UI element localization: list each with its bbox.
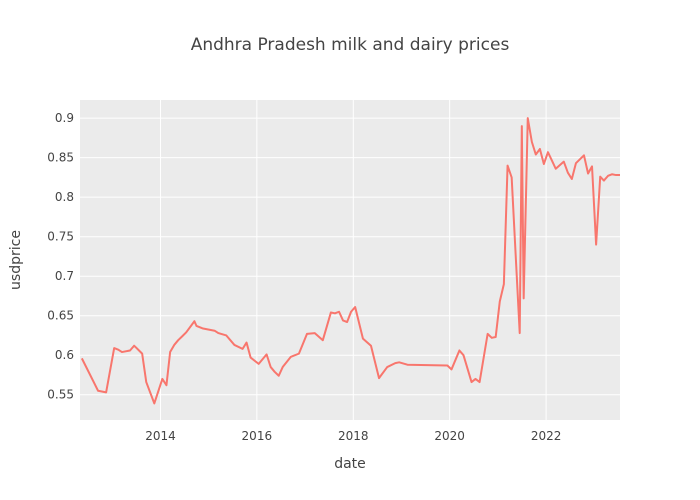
y-tick-label: 0.7	[55, 269, 74, 283]
x-tick-label: 2020	[434, 429, 465, 443]
y-tick-label: 0.75	[47, 230, 74, 244]
y-tick-label: 0.9	[55, 111, 74, 125]
x-axis-title: date	[334, 456, 366, 472]
y-tick-label: 0.85	[47, 151, 74, 165]
y-tick-label: 0.55	[47, 388, 74, 402]
y-tick-label: 0.65	[47, 309, 74, 323]
series-line	[80, 117, 620, 405]
y-tick-label: 0.6	[55, 348, 74, 362]
x-tick-label: 2016	[242, 429, 273, 443]
x-tick-label: 2014	[145, 429, 176, 443]
y-tick-label: 0.8	[55, 190, 74, 204]
plot-area	[80, 100, 620, 420]
y-axis-ticks: 0.55 0.6 0.65 0.7 0.75 0.8 0.85 0.9	[47, 111, 74, 402]
x-tick-label: 2022	[531, 429, 562, 443]
y-axis-title: usdprice	[8, 230, 24, 290]
x-tick-label: 2018	[338, 429, 369, 443]
chart-title: Andhra Pradesh milk and dairy prices	[191, 35, 510, 55]
x-axis-ticks: 2014 2016 2018 2020 2022	[145, 429, 561, 443]
